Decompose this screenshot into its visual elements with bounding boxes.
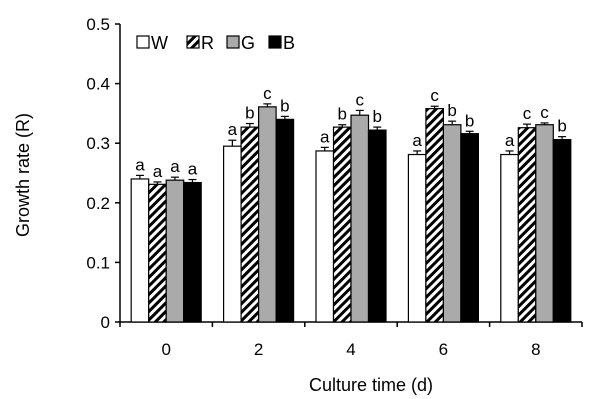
significance-label: c <box>540 103 549 122</box>
significance-label: b <box>465 111 474 130</box>
bar-G-2 <box>258 106 277 323</box>
bar-R-2 <box>240 126 260 323</box>
legend-label-G: G <box>241 33 255 53</box>
significance-label: c <box>430 86 439 105</box>
significance-label: a <box>135 155 145 174</box>
significance-label: b <box>245 104 254 123</box>
significance-label: b <box>338 105 347 124</box>
bar-R-6 <box>425 108 444 323</box>
bar-W-2 <box>223 145 242 323</box>
bar-W-4 <box>315 150 335 323</box>
significance-label: b <box>280 96 289 115</box>
bar-G-0 <box>165 179 185 323</box>
legend-label-R: R <box>201 33 214 53</box>
bar-G-8 <box>535 124 554 323</box>
y-tick-label: 0.4 <box>86 75 110 94</box>
legend-label-B: B <box>283 33 295 53</box>
significance-label: a <box>412 131 422 150</box>
significance-label: a <box>320 127 330 146</box>
x-tick-label: 4 <box>346 340 355 359</box>
significance-label: c <box>356 90 365 109</box>
bar-R-4 <box>332 126 352 323</box>
y-axis-title: Growth rate (R) <box>13 113 33 237</box>
legend-swatch-W <box>136 35 150 49</box>
bar-B-8 <box>552 139 572 323</box>
bar-R-8 <box>517 127 537 323</box>
bar-B-0 <box>183 181 202 323</box>
bar-B-4 <box>367 129 387 323</box>
axes: 0 0.1 0.2 0.3 0.4 0.5 0 2 4 6 8 <box>86 15 583 359</box>
bar-G-4 <box>350 114 370 323</box>
bar-B-6 <box>460 133 479 323</box>
bar-W-0 <box>130 178 150 323</box>
x-tick-label: 2 <box>254 340 263 359</box>
y-tick-label: 0.5 <box>86 15 110 34</box>
legend-swatch-R <box>186 35 200 49</box>
x-tick-label: 0 <box>161 340 170 359</box>
legend-label-W: W <box>151 33 168 53</box>
bar-W-6 <box>407 153 427 323</box>
significance-label: a <box>153 162 163 181</box>
legend-swatch-B <box>268 35 282 49</box>
bar-W-8 <box>500 153 519 323</box>
significance-label: a <box>188 160 198 179</box>
bar-R-0 <box>148 183 167 323</box>
y-tick-label: 0 <box>101 313 110 332</box>
significance-label: c <box>523 104 532 123</box>
significance-label: c <box>263 84 272 103</box>
significance-label: a <box>170 157 180 176</box>
x-axis-title: Culture time (d) <box>309 375 433 395</box>
significance-label: b <box>447 101 456 120</box>
significance-label: a <box>228 120 238 139</box>
legend-swatch-G <box>226 35 240 49</box>
x-tick-label: 6 <box>439 340 448 359</box>
significance-label: b <box>557 117 566 136</box>
y-tick-label: 0.3 <box>86 134 110 153</box>
bar-B-2 <box>275 118 295 323</box>
significance-label: b <box>373 107 382 126</box>
y-tick-label: 0.1 <box>86 253 110 272</box>
significance-label: a <box>505 131 515 150</box>
x-tick-label: 8 <box>531 340 540 359</box>
bar-G-6 <box>442 124 462 323</box>
y-tick-label: 0.2 <box>86 194 110 213</box>
